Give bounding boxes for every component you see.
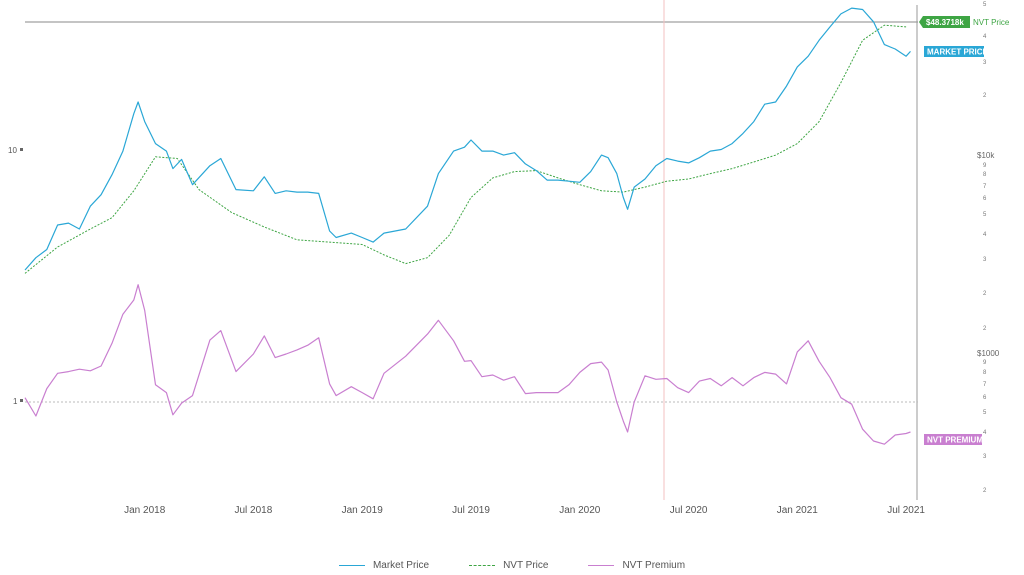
legend-item-nvt-price[interactable]: NVT Price [469, 558, 548, 572]
right-tick-upper-5: 8 [983, 172, 987, 178]
right-tick-upper-3: 2 [983, 93, 987, 99]
right-tick-upper-2: 3 [983, 60, 987, 66]
nvt-price-series [24, 24, 907, 274]
right-tick-lower-0: 2 [983, 326, 987, 332]
right-tick-lower-7: 3 [983, 454, 987, 460]
legend-label-nvt-premium: NVT Premium [622, 559, 686, 571]
right-tick-upper-4: 9 [983, 163, 987, 169]
x-axis: Jan 2018 Jul 2018 Jan 2019 Jul 2019 Jan 2020… [124, 505, 925, 516]
legend-swatch-market-price [338, 564, 365, 566]
right-tick-lower-2: 8 [983, 370, 987, 376]
legend-swatch-nvt-premium [588, 564, 615, 566]
right-tick-upper-10: 3 [983, 257, 987, 263]
market-price-line [24, 7, 911, 271]
right-tick-upper-0: 5 [983, 2, 987, 8]
x-tick-label-jan-2021: Jan 2021 [777, 505, 819, 516]
right-tick-upper-major: $10k [977, 151, 995, 160]
nvt-premium-badge-text: NVT PREMIUM [927, 436, 983, 445]
nvt-price-badge-value: $48.3718k [926, 18, 964, 27]
x-tick-label-jul-2019: Jul 2019 [452, 505, 490, 516]
nvt-price-badge-shape [919, 16, 970, 28]
legend-item-market-price[interactable]: Market Price [338, 558, 430, 572]
ratio-marker-1 [20, 399, 23, 402]
right-tick-upper-1: 4 [983, 34, 987, 40]
ratio-label-10: 10 [8, 146, 17, 155]
right-tick-lower-1: 9 [983, 360, 987, 366]
right-tick-upper-6: 7 [983, 184, 987, 190]
right-tick-upper-7: 6 [983, 196, 987, 202]
legend-swatch-nvt-price [469, 564, 496, 566]
legend-item-nvt-premium[interactable]: NVT Premium [588, 558, 685, 572]
market-price-badge: MARKET PRICE [924, 46, 989, 57]
right-axis: 5 4 3 2 9 8 7 6 5 4 3 2 $10k 2 9 8 7 6 5 4 3 2 $1000 [977, 2, 1000, 494]
ratio-marker-10 [20, 148, 23, 151]
market-price-badge-text: MARKET PRICE [927, 48, 989, 57]
legend-label-nvt-price: NVT Price [503, 559, 549, 571]
right-tick-upper-9: 4 [983, 232, 987, 238]
legend-label-market-price: Market Price [372, 559, 430, 571]
ratio-label-1: 1 [13, 397, 18, 406]
market-price-badge-shape [924, 46, 984, 57]
nvt-price-badge-label: NVT Price [973, 18, 1010, 27]
nvt-premium-badge-shape [924, 434, 982, 445]
nvt-price-line [24, 24, 907, 274]
x-tick-label-jan-2018: Jan 2018 [124, 505, 166, 516]
right-tick-upper-11: 2 [983, 291, 987, 297]
right-tick-lower-major: $1000 [977, 349, 1000, 358]
nvt-premium-series [24, 284, 911, 445]
market-price-series [24, 7, 911, 271]
nvt-premium-line [24, 284, 911, 445]
x-tick-label-jul-2021: Jul 2021 [887, 505, 925, 516]
right-tick-lower-8: 2 [983, 488, 987, 494]
right-tick-lower-4: 6 [983, 395, 987, 401]
nvt-premium-badge: NVT PREMIUM [924, 434, 983, 445]
x-tick-label-jul-2018: Jul 2018 [234, 505, 272, 516]
nvt-price-badge: $48.3718k [919, 16, 970, 28]
right-tick-lower-3: 7 [983, 382, 987, 388]
x-tick-label-jan-2020: Jan 2020 [559, 505, 601, 516]
right-tick-upper-8: 5 [983, 212, 987, 218]
x-tick-label-jul-2020: Jul 2020 [670, 505, 708, 516]
x-tick-label-jan-2019: Jan 2019 [342, 505, 384, 516]
right-tick-lower-5: 5 [983, 410, 987, 416]
chart-legend: Market Price NVT Price NVT Premium [0, 558, 1024, 572]
right-tick-lower-6: 4 [983, 430, 987, 436]
